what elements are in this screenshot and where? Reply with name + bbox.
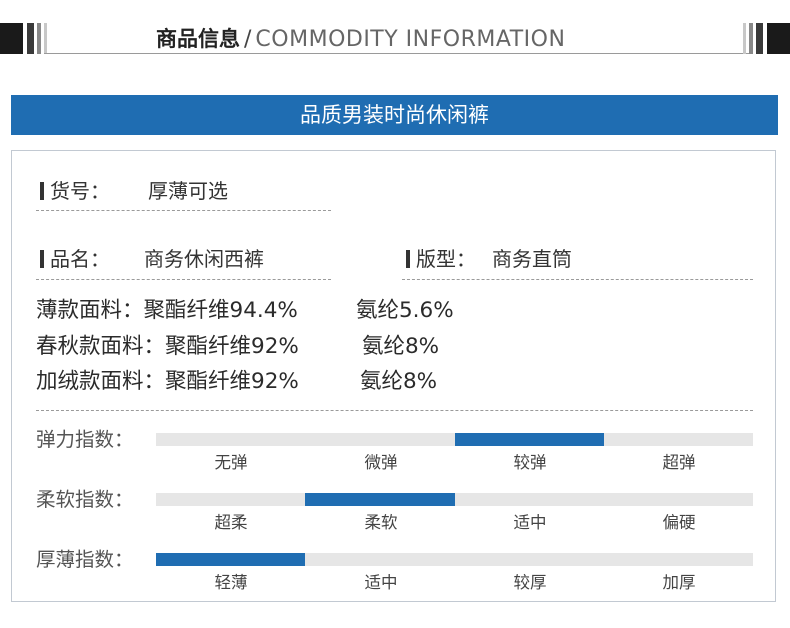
elasticity-level: 较弹 [513,453,547,472]
softness-index-bar [156,493,753,506]
header-separator: / [244,27,252,52]
header-title-cn: 商品信息 [156,27,240,51]
field-fit-value: 商务直筒 [492,247,572,271]
field-marker [406,250,410,268]
product-banner: 品质男装时尚休闲裤 [11,95,778,135]
fabric-label: 加绒款面料： [36,369,166,394]
softness-level: 适中 [513,513,547,532]
header-decoration-right [738,23,790,54]
thickness-index-fill [156,553,306,566]
elasticity-index-label: 弹力指数： [36,428,134,451]
thickness-level: 较厚 [513,573,547,592]
header-title: 商品信息 / COMMODITY INFORMATION [156,24,565,54]
field-marker [40,182,44,200]
fabric-spandex: 氨纶8% [360,369,438,394]
divider [36,210,331,211]
thickness-index-label: 厚薄指数： [36,548,134,571]
thickness-level: 适中 [364,573,398,592]
field-name-label: 品名： [50,247,110,271]
field-name: 品名： [40,244,110,274]
fabric-polyester: 聚酯纤维92% [165,334,299,359]
elasticity-index-bar [156,433,753,446]
elasticity-level: 无弹 [214,453,248,472]
softness-level: 超柔 [214,513,248,532]
field-item-no: 货号： [40,176,110,206]
thickness-level: 轻薄 [214,573,248,592]
elasticity-level: 微弹 [364,453,398,472]
elasticity-index-fill [454,433,604,446]
field-name-value: 商务休闲西裤 [144,247,264,271]
fabric-row: 加绒款面料：聚酯纤维92% [36,365,299,399]
product-info-panel [11,150,776,602]
fabric-row: 春秋款面料：聚酯纤维92% [36,330,299,364]
field-item-no-value: 厚薄可选 [148,179,228,203]
softness-level: 柔软 [364,513,398,532]
field-fit-label: 版型： [416,247,476,271]
field-marker [40,250,44,268]
field-item-no-label: 货号： [50,179,110,203]
thickness-level: 加厚 [662,573,696,592]
field-fit: 版型： [406,244,476,274]
divider [36,410,753,411]
thickness-index-bar [156,553,753,566]
header-decoration-left [0,23,52,54]
section-header: 商品信息 / COMMODITY INFORMATION [0,0,790,60]
divider [36,279,331,280]
fabric-spandex: 氨纶5.6% [356,298,454,323]
softness-index-fill [305,493,455,506]
elasticity-level: 超弹 [662,453,696,472]
fabric-label: 薄款面料： [36,298,144,323]
softness-index-label: 柔软指数： [36,488,134,511]
fabric-label: 春秋款面料： [36,334,166,359]
fabric-polyester: 聚酯纤维94.4% [143,298,298,323]
fabric-row: 薄款面料：聚酯纤维94.4% [36,294,298,328]
softness-level: 偏硬 [662,513,696,532]
fabric-polyester: 聚酯纤维92% [165,369,299,394]
fabric-spandex: 氨纶8% [362,334,440,359]
divider [402,279,753,280]
header-title-en: COMMODITY INFORMATION [255,27,566,52]
header-underline [44,53,750,54]
